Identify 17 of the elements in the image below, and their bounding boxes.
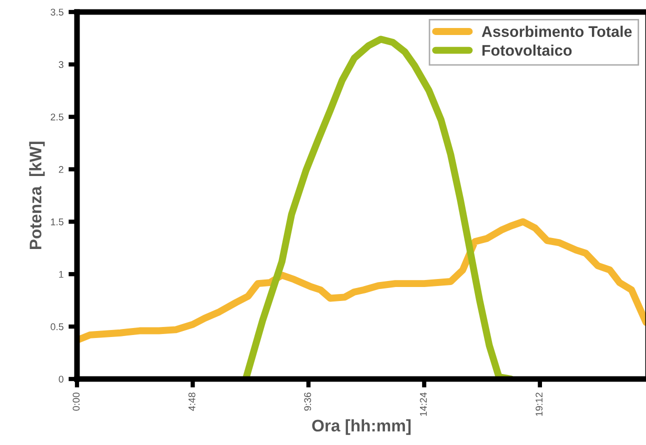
- x-tick-label: 4:48: [188, 392, 196, 411]
- x-tick-label: 0:00: [72, 392, 80, 411]
- y-tick-label: 0: [58, 376, 64, 383]
- legend-label: Fotovoltaico: [482, 44, 572, 56]
- x-tick-label: 14:24: [420, 392, 427, 416]
- x-tick-label: 9:36: [304, 392, 312, 411]
- x-axis-title: Ora [hh:mm]: [312, 419, 411, 435]
- y-tick-label: 1: [59, 270, 64, 278]
- y-tick-label: 0.5: [50, 323, 64, 330]
- x-tick-label: 19:12: [536, 392, 543, 416]
- y-tick-label: 2: [58, 166, 64, 173]
- y-tick-label: 1.5: [51, 218, 64, 226]
- legend-label: Assorbimento Totale: [482, 26, 632, 37]
- y-tick-label: 3.5: [50, 8, 64, 16]
- y-axis-title: Potenza [kW]: [29, 142, 45, 250]
- y-tick-label: 3: [58, 61, 64, 68]
- y-tick-label: 2.5: [50, 114, 64, 120]
